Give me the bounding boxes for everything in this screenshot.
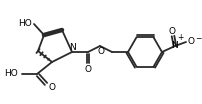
Text: N: N — [70, 43, 76, 51]
Text: HO: HO — [18, 19, 32, 27]
Text: O: O — [168, 27, 176, 35]
Text: −: − — [195, 35, 201, 43]
Text: N: N — [172, 41, 178, 51]
Text: O: O — [48, 82, 56, 92]
Text: O: O — [84, 64, 92, 74]
Text: HO: HO — [4, 69, 18, 79]
Text: O: O — [187, 38, 195, 46]
Text: O: O — [98, 48, 104, 56]
Text: +: + — [177, 33, 183, 43]
